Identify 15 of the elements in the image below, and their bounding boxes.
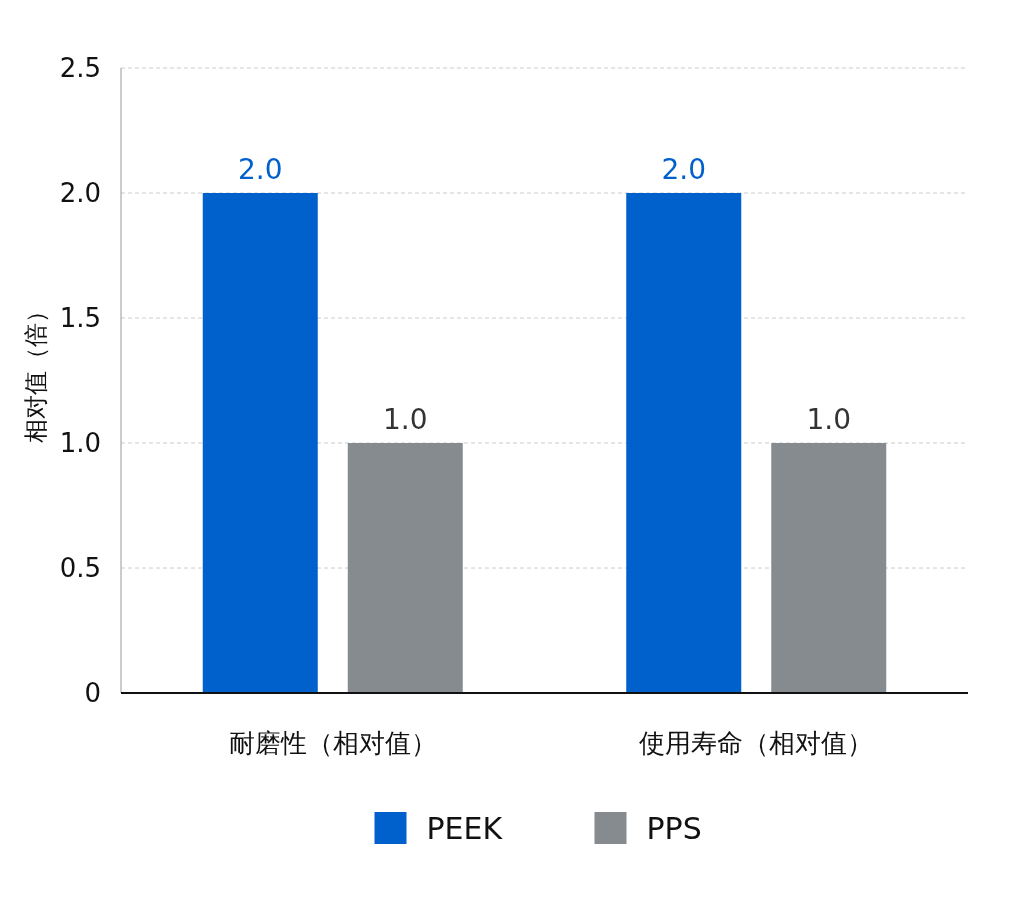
y-axis-title: 相对值（倍） — [22, 298, 50, 443]
y-tick-label: 1.0 — [59, 428, 101, 458]
data-label: 2.0 — [661, 153, 707, 186]
x-tick-label: 耐磨性（相对值） — [228, 728, 437, 758]
data-label: 2.0 — [237, 153, 283, 186]
data-label: 1.0 — [382, 403, 428, 436]
legend-label: PPS — [646, 811, 702, 846]
y-tick-label: 0.5 — [59, 553, 101, 583]
y-tick-label: 2.0 — [59, 178, 101, 208]
y-tick-label: 2.5 — [59, 53, 101, 83]
y-tick-label: 1.5 — [59, 303, 101, 333]
data-label: 1.0 — [806, 403, 852, 436]
y-tick-label: 0 — [84, 678, 101, 708]
legend-label: PEEK — [426, 811, 504, 846]
x-tick-label: 使用寿命（相对值） — [639, 728, 874, 758]
